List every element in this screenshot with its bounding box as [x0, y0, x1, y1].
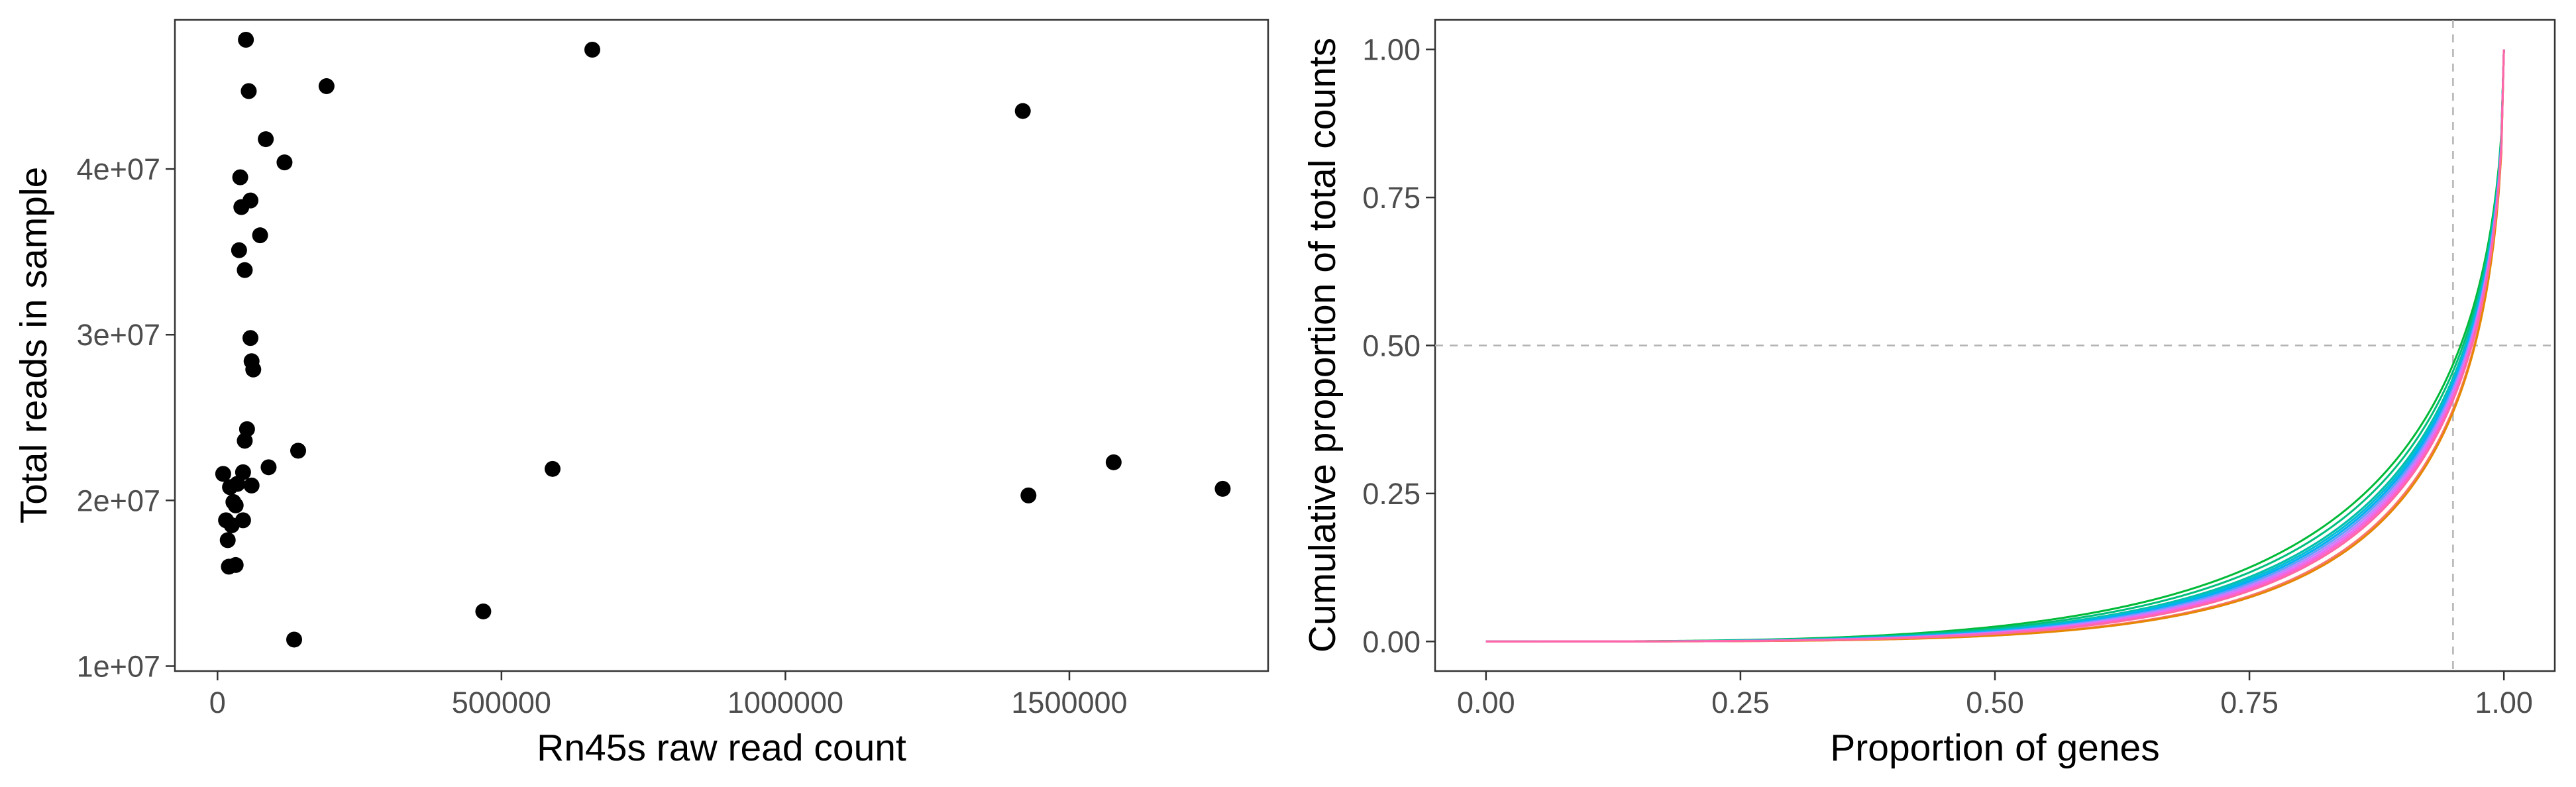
scatter-panel: 0 500000 1000000 1500000 1e+07 2e+07 3e+07 4e+…	[13, 19, 1269, 769]
y-tick-label: 1e+07	[77, 649, 160, 683]
scatter-point	[232, 169, 248, 185]
scatter-point	[238, 32, 254, 48]
scatter-point	[545, 460, 561, 477]
y-tick-label: 0.25	[1362, 477, 1421, 511]
x-tick-label: 0.25	[1711, 686, 1770, 719]
scatter-point	[318, 78, 335, 95]
x-tick-label: 500000	[452, 686, 551, 719]
scatter-point	[1214, 480, 1231, 497]
y-tick-label: 0.00	[1362, 625, 1421, 658]
y-tick-label: 4e+07	[77, 152, 160, 186]
scatter-point	[241, 83, 257, 99]
cumulative-y-axis-ticks: 0.00 0.25 0.50 0.75 1.00	[1362, 33, 1435, 658]
scatter-point	[233, 199, 250, 215]
x-tick-label: 0.00	[1457, 686, 1515, 719]
scatter-point	[219, 532, 236, 549]
scatter-y-axis-ticks: 1e+07 2e+07 3e+07 4e+07	[77, 152, 175, 683]
y-tick-label: 0.75	[1362, 181, 1421, 215]
scatter-point	[475, 603, 492, 619]
scatter-point	[286, 631, 302, 648]
scatter-point	[1105, 454, 1122, 470]
scatter-point	[243, 477, 260, 494]
y-tick-label: 1.00	[1362, 33, 1421, 67]
x-tick-label: 1000000	[727, 686, 843, 719]
cumulative-curves	[1485, 49, 2505, 643]
x-tick-label: 0	[209, 686, 226, 719]
cumulative-panel: 0.00 0.25 0.50 0.75 1.00 0.00 0.25 0.50 0.75 1.0…	[1301, 19, 2556, 769]
x-tick-label: 1500000	[1011, 686, 1127, 719]
cumulative-y-axis-title: Cumulative proportion of total counts	[1301, 38, 1344, 653]
scatter-x-axis-title: Rn45s raw read count	[537, 727, 906, 769]
scatter-plot-frame	[174, 19, 1269, 672]
scatter-points	[215, 32, 1231, 648]
scatter-point	[227, 497, 244, 513]
scatter-point	[260, 459, 277, 476]
x-tick-label: 1.00	[2475, 686, 2533, 719]
x-tick-label: 0.75	[2220, 686, 2279, 719]
scatter-point	[1020, 487, 1037, 503]
scatter-point	[237, 433, 253, 449]
scatter-y-axis-title: Total reads in sample	[13, 167, 55, 524]
scatter-point	[245, 361, 262, 378]
scatter-point	[215, 466, 231, 482]
scatter-point	[276, 154, 293, 171]
scatter-point	[231, 242, 247, 258]
cumulative-x-axis-title: Proportion of genes	[1830, 727, 2160, 769]
scatter-point	[237, 262, 253, 278]
reference-lines	[1435, 20, 2555, 671]
cumulative-series-line	[1485, 49, 2505, 643]
y-tick-label: 0.50	[1362, 329, 1421, 363]
scatter-point	[223, 517, 240, 533]
scatter-point	[252, 227, 268, 244]
scatter-point	[242, 330, 258, 346]
y-tick-label: 2e+07	[77, 484, 160, 517]
x-tick-label: 0.50	[1966, 686, 2024, 719]
cumulative-x-axis-ticks: 0.00 0.25 0.50 0.75 1.00	[1457, 671, 2533, 719]
y-tick-label: 3e+07	[77, 318, 160, 352]
scatter-x-axis-ticks: 0 500000 1000000 1500000	[209, 671, 1128, 719]
scatter-point	[258, 131, 274, 148]
scatter-point	[1014, 103, 1031, 119]
scatter-point	[227, 556, 244, 573]
scatter-point	[584, 42, 600, 58]
scatter-point	[290, 443, 306, 459]
scatter-point	[229, 476, 246, 492]
